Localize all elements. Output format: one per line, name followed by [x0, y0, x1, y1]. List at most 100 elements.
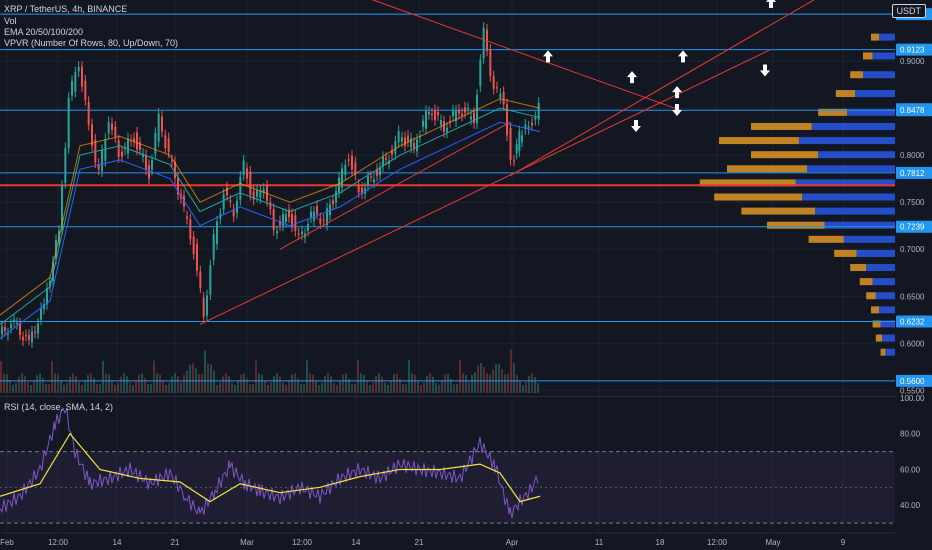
price-tag-label: 0.8478 — [900, 106, 925, 115]
candle-body — [486, 29, 488, 51]
volume-bar — [351, 384, 353, 393]
volume-bar — [159, 374, 161, 393]
candle-body — [455, 110, 457, 122]
volume-bar — [462, 373, 464, 393]
candle-body — [464, 107, 466, 113]
volume-bar — [513, 363, 515, 393]
candle-body — [316, 206, 318, 214]
volume-bar — [264, 380, 266, 393]
candle-body — [282, 213, 284, 226]
candle-body — [74, 72, 77, 92]
candle-body — [394, 141, 397, 155]
candle-body — [440, 120, 442, 125]
candle-body — [52, 261, 54, 282]
vp-up-bar — [879, 306, 895, 314]
vp-up-bar — [807, 165, 895, 173]
candle-body — [338, 177, 340, 193]
candle-body — [506, 104, 508, 136]
ema-line — [0, 107, 541, 325]
volume-bar — [51, 360, 53, 393]
time-tick-label: Feb — [0, 538, 14, 547]
volume-bar — [318, 384, 320, 393]
ema-legend[interactable]: EMA 20/50/100/200 — [4, 27, 84, 37]
price-tag — [896, 104, 932, 117]
volume-bar — [183, 374, 185, 393]
candle-body — [84, 80, 87, 101]
rsi-sma-line — [0, 432, 541, 503]
candle-body — [4, 327, 6, 331]
rsi-legend[interactable]: RSI (14, close, SMA, 14, 2) — [4, 402, 114, 412]
candle-body — [385, 157, 387, 160]
volume-bar — [210, 364, 212, 393]
price-tag-label: 0.5600 — [900, 377, 925, 386]
arrow-up-icon — [543, 50, 553, 63]
trendlines[interactable] — [199, 0, 830, 325]
candle-body — [226, 187, 228, 196]
volume-bar — [411, 373, 413, 393]
price-tag-label: 0.9123 — [900, 46, 925, 55]
volume-bar — [144, 378, 146, 393]
volume-bar — [0, 361, 2, 393]
volume-bar — [72, 373, 74, 393]
candle-body — [443, 121, 445, 132]
volume-bar — [450, 378, 452, 393]
candle-body — [124, 148, 126, 150]
volume-bar — [453, 384, 455, 393]
candle-body — [133, 138, 135, 142]
candle-body — [521, 135, 523, 142]
time-tick-label: Mar — [240, 538, 254, 547]
volume-bar — [207, 363, 209, 393]
volume-bar — [45, 383, 47, 393]
currency-badge[interactable]: USDT — [891, 4, 926, 18]
volume-bar — [282, 382, 284, 393]
volume-bar — [345, 373, 347, 393]
volume-bar — [474, 372, 476, 393]
trendline — [371, 0, 681, 111]
vp-up-bar — [818, 151, 895, 159]
volume-bar — [249, 384, 251, 393]
volume-bar — [201, 374, 203, 393]
time-tick-label: 11 — [595, 538, 604, 547]
candle-body — [1, 326, 3, 334]
candle-body — [206, 295, 208, 316]
volume-bar — [423, 382, 425, 393]
volume-bar — [165, 384, 167, 393]
candle-body — [111, 123, 113, 130]
candle-body — [117, 140, 120, 158]
volume-bar — [213, 370, 215, 393]
volume-bar — [372, 382, 374, 393]
horizontal-lines[interactable] — [0, 13, 895, 382]
vp-up-bar — [843, 235, 895, 243]
candle-body — [151, 160, 153, 170]
candle-body — [189, 219, 192, 240]
symbol-title[interactable]: XRP / TetherUS, 4h, BINANCE — [4, 4, 128, 14]
vpvr-legend[interactable]: VPVR (Number Of Rows, 80, Up/Down, 70) — [4, 38, 179, 48]
price-tick-label: 0.6500 — [900, 292, 925, 301]
volume-bar — [531, 373, 533, 393]
volume-bar — [525, 382, 527, 393]
volume-bar — [366, 380, 368, 393]
trendline — [509, 0, 815, 177]
volume-bar — [417, 381, 419, 393]
vp-up-bar — [879, 33, 895, 41]
volume-bar — [285, 384, 287, 393]
volume-bar — [333, 382, 335, 393]
candle-body — [77, 66, 80, 72]
volume-bar — [429, 373, 431, 393]
vol-legend[interactable]: Vol — [4, 16, 17, 26]
volume-bar — [108, 374, 110, 393]
rsi-tick-label: 100.00 — [900, 394, 925, 403]
volume-bar — [135, 380, 137, 393]
volume-bar — [78, 382, 80, 393]
candle-body — [537, 102, 540, 120]
volume-bar — [498, 363, 500, 393]
time-tick-label: 18 — [656, 538, 665, 547]
candle-body — [236, 200, 238, 214]
candle-body — [171, 160, 173, 162]
volume-bar — [177, 376, 179, 393]
candle-body — [164, 135, 167, 148]
volume-bar — [420, 384, 422, 393]
candle-body — [370, 176, 372, 178]
volume-bar — [435, 382, 437, 393]
